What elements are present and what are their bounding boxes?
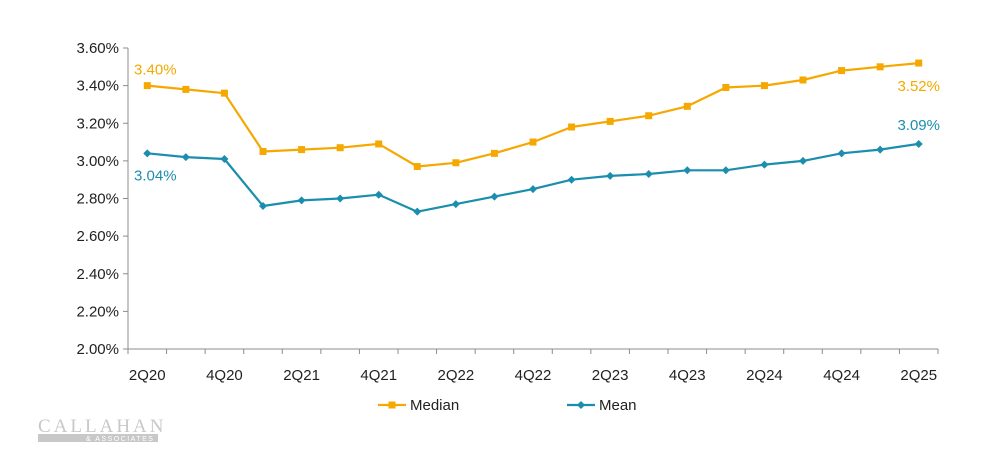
x-tick-label: 2Q25 xyxy=(900,367,937,384)
point-mean xyxy=(336,194,345,203)
point-mean xyxy=(451,200,460,209)
point-mean xyxy=(606,171,615,180)
point-mean xyxy=(143,149,152,158)
axes: 2.00% 2.20% 2.40% 2.60% 2.80% 3.00% 3.20% 3.40%… xyxy=(76,40,939,384)
point-median xyxy=(529,138,537,146)
x-tick-label: 2Q21 xyxy=(283,367,320,384)
point-median xyxy=(413,163,421,171)
point-mean xyxy=(644,170,653,179)
x-tick-label: 4Q20 xyxy=(206,367,243,384)
logo-bar xyxy=(38,434,158,442)
point-median xyxy=(915,59,923,67)
y-tick-label: 3.00% xyxy=(76,153,119,170)
y-tick-label: 3.40% xyxy=(76,78,119,95)
point-mean xyxy=(760,160,769,169)
y-tick-label: 2.60% xyxy=(76,228,119,245)
x-tick-label: 2Q23 xyxy=(592,367,629,384)
y-tick-label: 2.00% xyxy=(76,341,119,358)
point-median xyxy=(220,89,228,97)
y-tick-label: 3.60% xyxy=(76,40,119,57)
callahan-logo: CALLAHAN & ASSOCIATES xyxy=(38,416,167,443)
point-median xyxy=(298,146,306,154)
legend-swatch-marker xyxy=(577,401,585,409)
point-median xyxy=(799,76,807,84)
y-tick-label: 2.20% xyxy=(76,303,119,320)
legend-item-median: Median xyxy=(378,397,459,414)
legend: Median Mean xyxy=(378,397,637,414)
point-median xyxy=(375,140,383,148)
x-tick-label: 2Q20 xyxy=(129,367,166,384)
point-mean xyxy=(837,149,846,158)
x-tick-label: 4Q23 xyxy=(669,367,706,384)
point-mean xyxy=(683,166,692,175)
y-tick-label: 2.40% xyxy=(76,266,119,283)
legend-swatch-marker xyxy=(388,401,396,409)
x-tick-label: 2Q22 xyxy=(438,367,475,384)
point-mean xyxy=(490,192,499,201)
point-mean xyxy=(799,156,807,165)
point-median xyxy=(683,102,691,110)
point-mean xyxy=(876,145,885,154)
point-mean xyxy=(297,196,306,205)
point-median xyxy=(645,112,653,120)
logo-sub-text: & ASSOCIATES xyxy=(86,436,154,443)
point-mean xyxy=(220,154,229,163)
y-tick-label: 2.80% xyxy=(76,191,119,208)
point-mean xyxy=(413,207,422,216)
x-tick-label: 4Q21 xyxy=(360,367,397,384)
x-tick-label: 4Q24 xyxy=(823,367,860,384)
point-median xyxy=(336,144,344,152)
point-median xyxy=(876,63,884,71)
point-median xyxy=(760,82,768,90)
point-mean xyxy=(259,202,267,211)
y-tick-label: 3.20% xyxy=(76,115,119,132)
x-tick-label: 4Q22 xyxy=(515,367,552,384)
point-mean xyxy=(721,166,730,175)
point-median xyxy=(606,117,614,125)
data-label-mean: 3.09% xyxy=(897,117,940,134)
point-mean xyxy=(567,175,576,184)
x-tick-label: 2Q24 xyxy=(746,367,783,384)
legend-label: Mean xyxy=(599,397,637,414)
point-mean xyxy=(914,139,923,148)
point-mean xyxy=(529,185,537,194)
point-median xyxy=(838,67,846,75)
legend-item-mean: Mean xyxy=(567,397,637,414)
data-labels: 3.40% 3.52% 3.04% 3.09% xyxy=(134,62,940,185)
legend-label: Median xyxy=(410,397,459,414)
point-mean xyxy=(374,190,383,199)
point-median xyxy=(182,85,190,93)
data-label-median: 3.40% xyxy=(134,62,177,79)
point-mean xyxy=(181,153,190,162)
point-median xyxy=(568,123,576,131)
point-median xyxy=(490,149,498,157)
point-median xyxy=(722,84,730,92)
series-group xyxy=(143,59,923,216)
point-median xyxy=(259,147,267,155)
data-label-median: 3.52% xyxy=(897,78,940,95)
data-label-mean: 3.04% xyxy=(134,167,177,184)
logo-main-text: CALLAHAN xyxy=(38,416,167,437)
point-median xyxy=(452,159,460,167)
point-median xyxy=(143,82,151,90)
